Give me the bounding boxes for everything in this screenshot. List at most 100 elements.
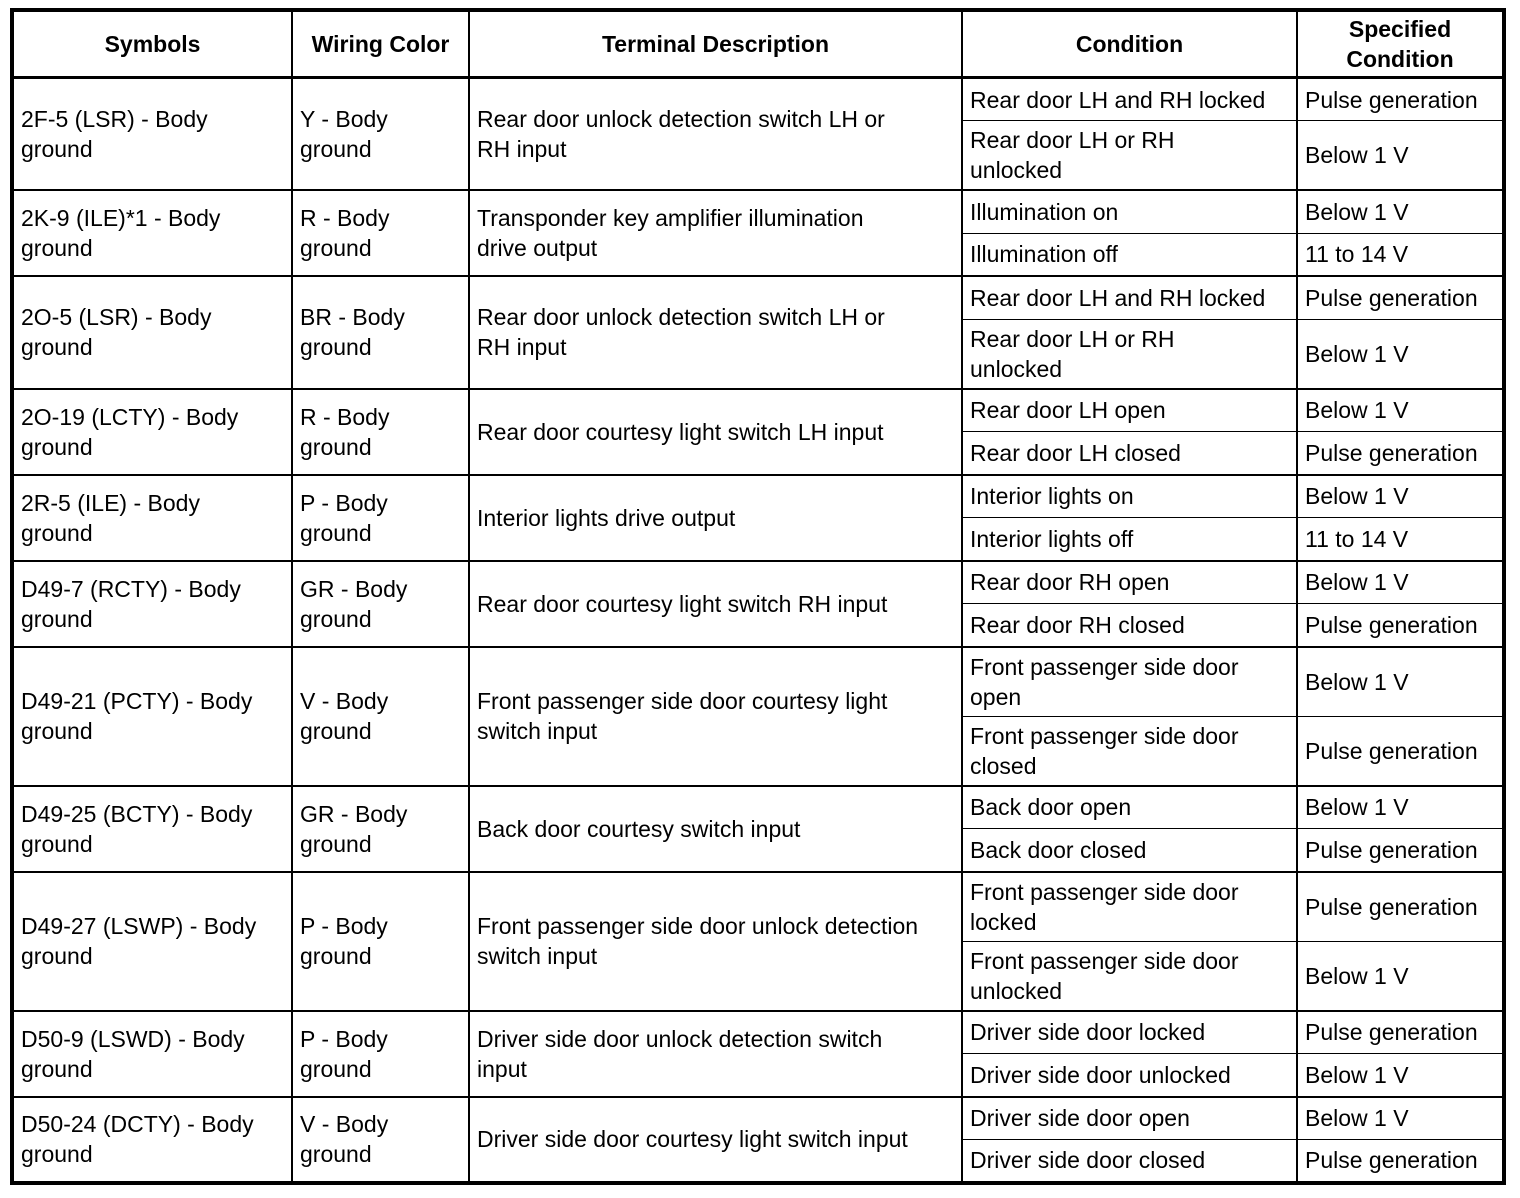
condition-cell: Illumination on	[961, 189, 1298, 234]
wiring-color-cell: GR - Body ground	[291, 784, 470, 873]
table-row: 2O-19 (LCTY) - Body ground R - Body groun…	[11, 387, 1505, 476]
specified-condition-cell: Pulse generation	[1296, 275, 1505, 320]
specified-condition-cell: Below 1 V	[1296, 387, 1505, 432]
symbol-cell: D49-21 (PCTY) - Body ground	[11, 645, 293, 787]
condition-cell: Rear door LH closed	[961, 431, 1298, 476]
condition-cell: Interior lights on	[961, 473, 1298, 518]
terminal-description-cell: Rear door courtesy light switch LH input	[468, 387, 963, 476]
specified-condition-cell: Pulse generation	[1296, 603, 1505, 648]
table-row: Interior lights off 11 to 14 V	[12, 517, 1505, 562]
specified-condition-cell: 11 to 14 V	[1296, 517, 1505, 562]
table-row: D49-27 (LSWP) - Body ground P - Body grou…	[11, 870, 1505, 1012]
terminal-description-cell: Driver side door courtesy light switch i…	[468, 1095, 963, 1184]
condition-cell: Front passenger side door unlocked	[961, 940, 1298, 1012]
condition-cell: Rear door RH open	[961, 559, 1298, 604]
terminal-description-cell: Driver side door unlock detection switch…	[468, 1009, 963, 1098]
symbol-cell: 2O-5 (LSR) - Body ground	[11, 275, 293, 390]
table-row: D49-7 (RCTY) - Body ground GR - Body grou…	[11, 559, 1505, 648]
specified-condition-cell: Below 1 V	[1296, 473, 1505, 518]
table-row: 2R-5 (ILE) - Body ground P - Body ground I…	[11, 473, 1505, 562]
terminal-description-cell: Front passenger side door courtesy light…	[468, 645, 963, 787]
wiring-color-cell: V - Body ground	[291, 645, 470, 787]
table-row: D49-25 (BCTY) - Body ground GR - Body gro…	[11, 784, 1505, 873]
condition-cell: Front passenger side door closed	[961, 715, 1298, 787]
header-terminal-description: Terminal Description	[468, 9, 963, 79]
condition-cell: Rear door LH or RH unlocked	[961, 120, 1298, 191]
symbol-cell: 2F-5 (LSR) - Body ground	[11, 76, 293, 191]
table-row: 2F-5 (LSR) - Body ground Y - Body ground R…	[11, 76, 1505, 191]
specified-condition-cell: Pulse generation	[1296, 1009, 1505, 1054]
specified-condition-cell: 11 to 14 V	[1296, 232, 1505, 277]
condition-cell: Rear door LH and RH locked	[961, 76, 1298, 121]
table-row: Driver side door unlocked Below 1 V	[12, 1053, 1505, 1098]
table-row: Front passenger side door unlocked Below …	[12, 940, 1505, 1012]
condition-cell: Front passenger side door locked	[961, 870, 1298, 942]
table-row: Rear door LH or RH unlocked Below 1 V	[12, 318, 1505, 390]
table-row: Rear door RH closed Pulse generation	[12, 603, 1505, 648]
specified-condition-cell: Pulse generation	[1296, 828, 1505, 873]
terminal-description-cell: Rear door unlock detection switch LH or …	[468, 275, 963, 390]
condition-cell: Driver side door open	[961, 1095, 1298, 1140]
condition-cell: Rear door LH open	[961, 387, 1298, 432]
specified-condition-cell: Below 1 V	[1296, 1095, 1505, 1140]
specified-condition-cell: Pulse generation	[1296, 431, 1505, 476]
specified-condition-cell: Pulse generation	[1296, 870, 1505, 942]
wiring-color-cell: GR - Body ground	[291, 559, 470, 648]
wiring-color-cell: V - Body ground	[291, 1095, 470, 1184]
terminal-specification-table: Symbols Wiring Color Terminal Descriptio…	[10, 8, 1506, 1185]
symbol-cell: 2O-19 (LCTY) - Body ground	[11, 387, 293, 476]
specified-condition-cell: Pulse generation	[1296, 76, 1505, 121]
table-row: Front passenger side door closed Pulse ge…	[12, 715, 1505, 787]
terminal-description-cell: Rear door courtesy light switch RH input	[468, 559, 963, 648]
terminal-description-cell: Transponder key amplifier illumination d…	[468, 189, 963, 277]
wiring-color-cell: P - Body ground	[291, 473, 470, 562]
symbol-cell: 2R-5 (ILE) - Body ground	[11, 473, 293, 562]
specified-condition-cell: Below 1 V	[1296, 940, 1505, 1012]
symbol-cell: 2K-9 (ILE)*1 - Body ground	[11, 189, 293, 277]
condition-cell: Driver side door unlocked	[961, 1053, 1298, 1098]
specified-condition-cell: Pulse generation	[1296, 715, 1505, 787]
condition-cell: Interior lights off	[961, 517, 1298, 562]
condition-cell: Back door closed	[961, 828, 1298, 873]
condition-cell: Rear door LH and RH locked	[961, 275, 1298, 320]
specified-condition-cell: Below 1 V	[1296, 645, 1505, 717]
wiring-color-cell: P - Body ground	[291, 1009, 470, 1098]
specified-condition-cell: Below 1 V	[1296, 559, 1505, 604]
condition-cell: Rear door LH or RH unlocked	[961, 318, 1298, 390]
specified-condition-cell: Below 1 V	[1296, 1053, 1505, 1098]
wiring-color-cell: Y - Body ground	[291, 76, 470, 191]
table-row: Driver side door closed Pulse generation	[12, 1139, 1505, 1184]
wiring-color-cell: BR - Body ground	[291, 275, 470, 390]
table-row: Rear door LH or RH unlocked Below 1 V	[12, 120, 1505, 191]
specified-condition-cell: Below 1 V	[1296, 120, 1505, 191]
terminal-description-cell: Rear door unlock detection switch LH or …	[468, 76, 963, 191]
wiring-color-cell: P - Body ground	[291, 870, 470, 1012]
condition-cell: Illumination off	[961, 232, 1298, 277]
terminal-description-cell: Interior lights drive output	[468, 473, 963, 562]
condition-cell: Driver side door locked	[961, 1009, 1298, 1054]
table-row: D50-24 (DCTY) - Body ground V - Body grou…	[11, 1095, 1505, 1184]
wiring-color-cell: R - Body ground	[291, 387, 470, 476]
table-row: Back door closed Pulse generation	[12, 828, 1505, 873]
table-row: D50-9 (LSWD) - Body ground P - Body groun…	[11, 1009, 1505, 1098]
terminal-table-body: 2F-5 (LSR) - Body ground Y - Body ground R…	[11, 76, 1505, 1184]
specified-condition-cell: Below 1 V	[1296, 318, 1505, 390]
symbol-cell: D50-9 (LSWD) - Body ground	[11, 1009, 293, 1098]
terminal-description-cell: Front passenger side door unlock detecti…	[468, 870, 963, 1012]
table-row: Illumination off 11 to 14 V	[12, 232, 1505, 277]
header-symbols: Symbols	[11, 9, 293, 79]
header-wiring-color: Wiring Color	[291, 9, 470, 79]
table-row: D49-21 (PCTY) - Body ground V - Body grou…	[11, 645, 1505, 787]
symbol-cell: D49-27 (LSWP) - Body ground	[11, 870, 293, 1012]
table-row: Rear door LH closed Pulse generation	[12, 431, 1505, 476]
table-row: 2O-5 (LSR) - Body ground BR - Body ground…	[11, 275, 1505, 390]
table-header: Symbols Wiring Color Terminal Descriptio…	[11, 9, 1505, 79]
header-row: Symbols Wiring Color Terminal Descriptio…	[11, 9, 1505, 79]
symbol-cell: D49-7 (RCTY) - Body ground	[11, 559, 293, 648]
specified-condition-cell: Below 1 V	[1296, 189, 1505, 234]
condition-cell: Rear door RH closed	[961, 603, 1298, 648]
condition-cell: Driver side door closed	[961, 1139, 1298, 1184]
symbol-cell: D50-24 (DCTY) - Body ground	[11, 1095, 293, 1184]
wiring-color-cell: R - Body ground	[291, 189, 470, 277]
condition-cell: Front passenger side door open	[961, 645, 1298, 717]
